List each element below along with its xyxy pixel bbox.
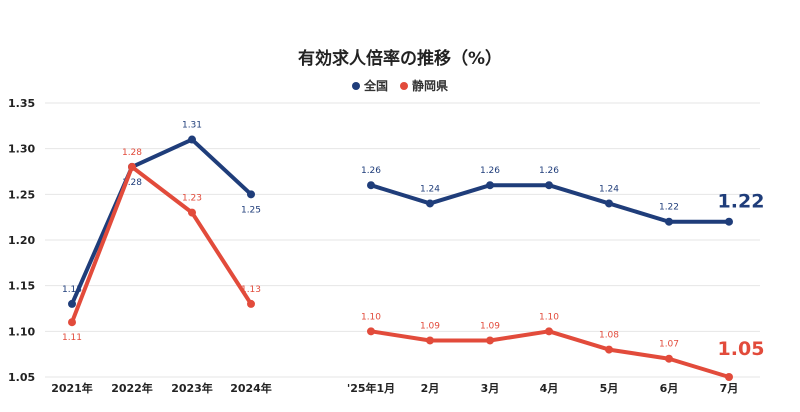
data-point-shizuoka <box>486 336 494 345</box>
data-point-national <box>68 299 76 308</box>
x-tick-label: 3月 <box>481 382 500 395</box>
data-label-national: 1.22 <box>659 203 679 213</box>
data-point-shizuoka <box>725 373 733 381</box>
data-point-shizuoka <box>367 327 375 336</box>
data-point-shizuoka <box>665 354 673 363</box>
legend-marker-shizuoka <box>400 81 408 90</box>
series-line-shizuoka <box>70 164 253 325</box>
data-label-shizuoka: 1.28 <box>122 148 142 158</box>
legend-label-national: 全国 <box>363 79 388 93</box>
y-tick-label: 1.30 <box>8 143 35 156</box>
series-line-shizuoka <box>369 329 731 379</box>
data-label-national: 1.24 <box>420 184 440 194</box>
highlight-label-shizuoka: 1.05 <box>718 338 765 360</box>
data-label-shizuoka: 1.13 <box>241 285 261 295</box>
x-tick-label: 7月 <box>720 382 739 395</box>
x-tick-label: '25年1月 <box>347 381 395 395</box>
data-point-shizuoka <box>426 336 434 345</box>
x-tick-label: 4月 <box>540 382 559 395</box>
x-tick-label: 6月 <box>660 382 679 395</box>
data-label-shizuoka: 1.07 <box>659 340 679 350</box>
x-tick-label: 2024年 <box>230 381 272 395</box>
data-point-shizuoka <box>545 327 553 336</box>
legend-label-shizuoka: 静岡県 <box>412 79 449 93</box>
x-tick-label: 2021年 <box>51 381 93 395</box>
data-point-shizuoka <box>128 162 136 171</box>
data-label-shizuoka: 1.10 <box>361 312 381 322</box>
x-tick-label: 5月 <box>600 382 619 395</box>
data-label-national: 1.26 <box>539 166 559 176</box>
data-label-shizuoka: 1.09 <box>480 321 500 331</box>
data-point-national <box>247 190 255 199</box>
data-label-shizuoka: 1.09 <box>420 321 440 331</box>
legend: 全国 静岡県 <box>0 77 800 94</box>
legend-item-shizuoka: 静岡県 <box>400 77 448 94</box>
y-tick-label: 1.35 <box>8 97 35 110</box>
y-tick-label: 1.05 <box>8 371 35 384</box>
data-label-national: 1.26 <box>480 166 500 176</box>
y-tick-label: 1.10 <box>8 325 35 338</box>
data-label-shizuoka: 1.08 <box>599 331 619 341</box>
data-label-national: 1.31 <box>182 121 202 131</box>
data-point-national <box>545 181 553 190</box>
data-point-national <box>725 217 733 226</box>
data-point-national <box>486 181 494 190</box>
legend-item-national: 全国 <box>351 77 388 94</box>
data-point-national <box>605 199 613 208</box>
chart-title: 有効求人倍率の推移（%） <box>297 49 503 69</box>
highlight-label-national: 1.22 <box>718 191 765 213</box>
data-point-national <box>426 199 434 208</box>
data-label-shizuoka: 1.23 <box>182 194 202 204</box>
y-tick-label: 1.15 <box>8 280 35 293</box>
x-tick-label: 2月 <box>421 382 440 395</box>
data-point-shizuoka <box>188 208 196 217</box>
data-label-national: 1.26 <box>361 166 381 176</box>
y-tick-label: 1.25 <box>8 188 35 201</box>
data-label-national: 1.24 <box>599 184 619 194</box>
data-label-shizuoka: 1.11 <box>62 333 82 343</box>
data-point-national <box>188 135 196 144</box>
data-label-shizuoka: 1.10 <box>539 312 559 322</box>
series-line-national <box>70 137 253 306</box>
data-point-national <box>367 181 375 190</box>
legend-marker-national <box>351 81 360 90</box>
x-tick-label: 2023年 <box>171 381 213 395</box>
data-label-national: 1.25 <box>241 205 261 215</box>
data-point-shizuoka <box>247 299 255 308</box>
data-label-national: 1.28 <box>122 178 142 188</box>
x-tick-label: 2022年 <box>111 381 153 395</box>
data-point-shizuoka <box>68 318 76 327</box>
data-label-national: 1.13 <box>62 285 82 295</box>
y-tick-label: 1.20 <box>8 234 35 247</box>
data-point-national <box>665 217 673 226</box>
data-point-shizuoka <box>605 345 613 354</box>
